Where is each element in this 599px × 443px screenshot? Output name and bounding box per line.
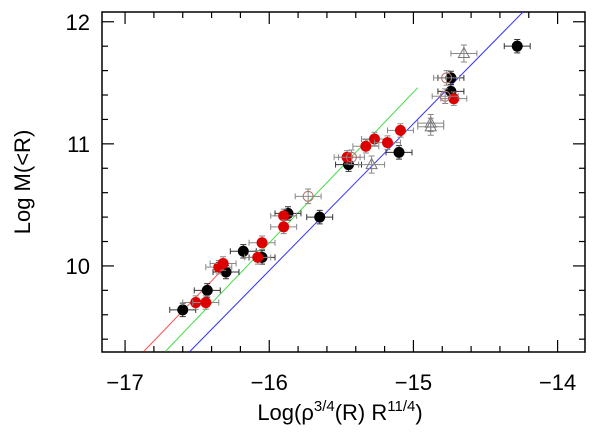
point — [441, 72, 453, 84]
point — [360, 140, 372, 152]
point — [278, 210, 290, 222]
point — [237, 245, 249, 257]
point — [368, 133, 380, 145]
y-axis-label: Log M(<R) — [10, 130, 35, 235]
point — [201, 284, 213, 296]
x-label-sup: 11/4 — [387, 398, 415, 415]
x-label-sup: 3/4 — [314, 398, 335, 415]
fit-line — [189, 11, 524, 352]
x-tick-label: −16 — [251, 370, 288, 395]
x-tick-label: −14 — [539, 370, 576, 395]
y-tick-label: 11 — [67, 132, 90, 157]
x-label-part: (R) R — [335, 400, 388, 425]
x-label-part: Log(ρ — [257, 400, 314, 425]
x-tick-label: −15 — [395, 370, 432, 395]
point — [394, 124, 406, 136]
point — [278, 221, 290, 233]
point — [511, 40, 523, 52]
x-axis-label: Log(ρ3/4(R) R11/4) — [257, 398, 422, 425]
point — [200, 297, 212, 309]
point — [457, 46, 471, 59]
point — [439, 90, 451, 102]
point — [217, 257, 229, 269]
point — [252, 251, 264, 263]
point — [365, 157, 378, 170]
point — [393, 146, 405, 158]
point — [177, 304, 189, 316]
point — [424, 119, 438, 132]
x-label-part: ) — [415, 400, 422, 425]
y-tick-label: 10 — [66, 254, 90, 279]
point — [314, 211, 326, 223]
plot-frame — [101, 11, 586, 353]
x-tick-label: −17 — [106, 370, 143, 395]
fit-line — [165, 87, 419, 352]
point — [381, 137, 393, 149]
y-tick-label: 12 — [66, 10, 90, 35]
point — [256, 237, 268, 249]
point — [345, 151, 357, 163]
point — [302, 190, 314, 202]
